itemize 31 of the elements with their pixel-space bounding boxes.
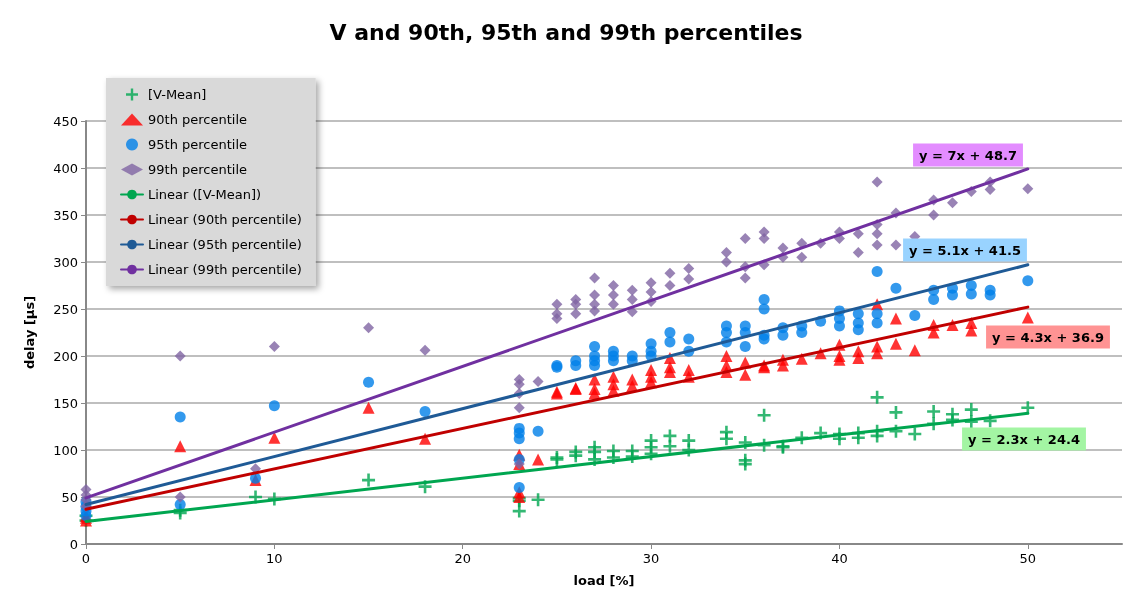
chart-title: V and 90th, 95th and 99th percentiles [329,19,803,45]
x-axis-title: load [%] [573,573,635,588]
annotation: y = 4.3x + 36.9 [992,329,1104,345]
legend-label: Linear ([V-Mean]) [148,187,262,202]
x-tick-label: 0 [81,551,91,566]
legend-label: Linear (99th percentile) [148,262,302,277]
y-tick-label: 250 [53,301,78,317]
legend-label: 99th percentile [148,162,248,177]
y-tick-label: 300 [53,254,78,270]
annotation: y = 5.1x + 41.5 [909,242,1021,258]
y-tick-label: 150 [53,395,78,411]
legend-label: 95th percentile [148,137,248,152]
y-tick-label: 100 [53,442,78,458]
x-tick-label: 50 [1019,551,1037,566]
y-tick-label: 400 [53,160,78,176]
x-tick-label: 20 [454,551,471,566]
legend-label: Linear (95th percentile) [148,237,302,252]
y-tick-label: 200 [53,348,78,364]
y-tick-label: 0 [69,536,78,552]
y-tick-label: 350 [53,207,78,223]
x-tick-label: 40 [831,551,848,566]
x-tick-label: 10 [266,551,283,566]
y-axis-title: delay [µs] [22,295,37,370]
legend-label: Linear (90th percentile) [148,212,302,227]
x-tick-label: 30 [642,551,660,566]
y-tick-label: 50 [61,489,78,505]
y-tick-label: 450 [53,113,78,129]
annotation: y = 2.3x + 24.4 [968,431,1080,447]
legend-label: 90th percentile [148,112,248,127]
legend-label: [V-Mean] [148,87,207,102]
annotation: y = 7x + 48.7 [919,147,1017,163]
